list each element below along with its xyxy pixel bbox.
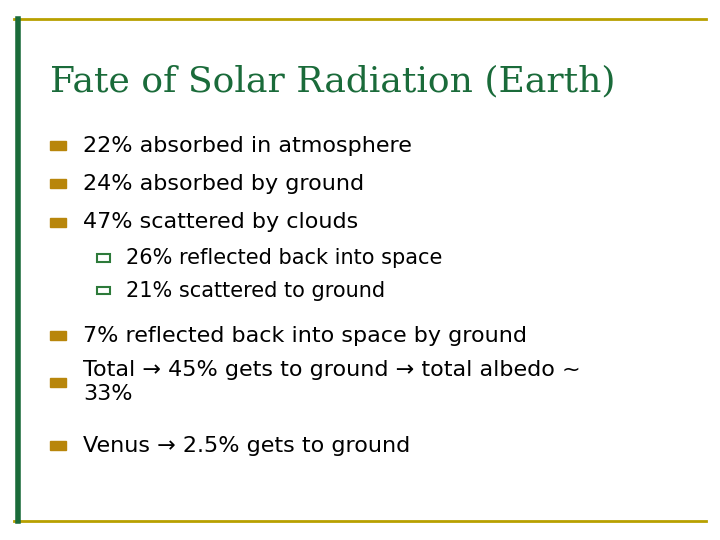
Text: 21% scattered to ground: 21% scattered to ground: [126, 280, 385, 301]
Bar: [50, 332, 66, 340]
Bar: [50, 141, 66, 150]
Bar: [50, 441, 66, 450]
Text: Total → 45% gets to ground → total albedo ~
33%: Total → 45% gets to ground → total albed…: [83, 360, 580, 404]
Bar: [97, 254, 110, 262]
Text: 24% absorbed by ground: 24% absorbed by ground: [83, 173, 364, 194]
Text: Fate of Solar Radiation (Earth): Fate of Solar Radiation (Earth): [50, 65, 616, 99]
Text: 7% reflected back into space by ground: 7% reflected back into space by ground: [83, 326, 527, 346]
Bar: [50, 378, 66, 387]
Text: 47% scattered by clouds: 47% scattered by clouds: [83, 212, 358, 233]
Bar: [97, 287, 110, 294]
Bar: [50, 218, 66, 227]
Text: 22% absorbed in atmosphere: 22% absorbed in atmosphere: [83, 136, 412, 156]
Text: Venus → 2.5% gets to ground: Venus → 2.5% gets to ground: [83, 435, 410, 456]
Bar: [50, 179, 66, 188]
Text: 26% reflected back into space: 26% reflected back into space: [126, 248, 442, 268]
